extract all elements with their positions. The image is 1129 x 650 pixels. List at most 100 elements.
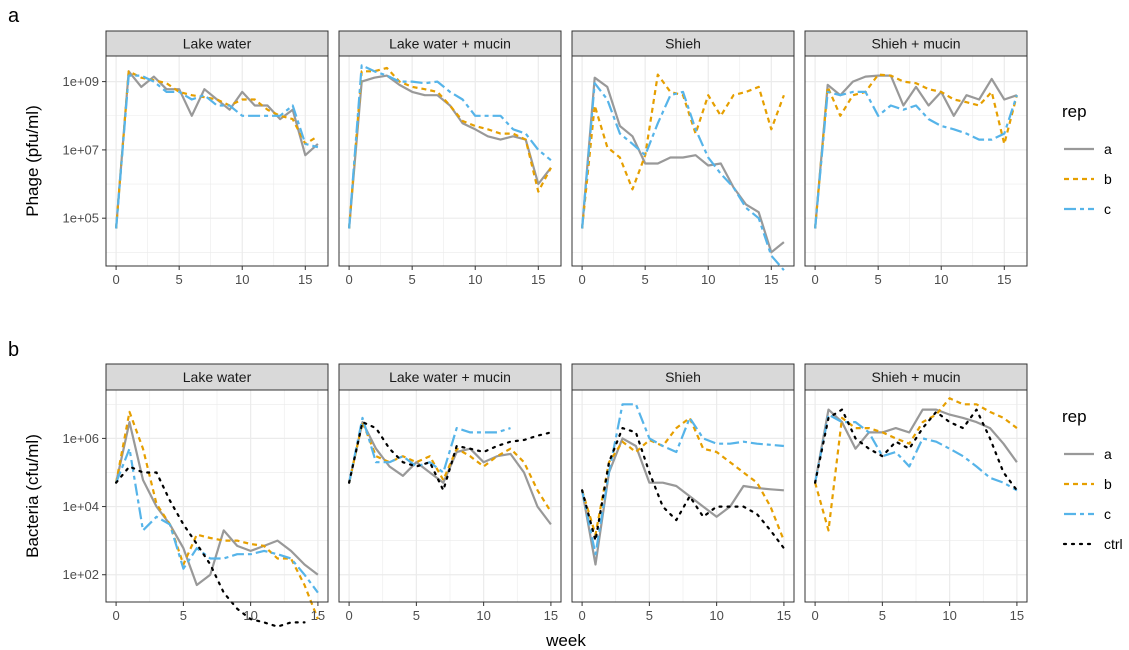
series-line-a	[348, 74, 552, 229]
series-line-ctrl	[580, 427, 786, 550]
y-tick-label: 1e+05	[62, 211, 99, 226]
facet-strip-label: Lake water + mucin	[389, 369, 511, 385]
facet-b-2: Lake water + mucin 0 5 10 15	[338, 363, 562, 623]
facet-strip	[804, 30, 1028, 57]
facet-strip-label: Shieh + mucin	[871, 369, 960, 385]
x-tick-label: 0	[112, 272, 119, 287]
plot-area	[572, 56, 794, 266]
facet-a-4: Shieh + mucin 0 5 10 15	[804, 30, 1028, 287]
facet-b-1: Lake water 0 5 10 15 1e+02 1e+04 1e+06	[62, 363, 329, 628]
panel-border	[571, 55, 795, 267]
x-tick-label: 5	[875, 272, 882, 287]
x-tick-label: 10	[942, 608, 956, 623]
x-tick-label: 15	[531, 272, 545, 287]
facet-a-3: Shieh 0 5 10 15	[571, 30, 795, 287]
x-tick-label: 5	[646, 608, 653, 623]
x-tick-label: 5	[176, 272, 183, 287]
x-tick-label: 0	[811, 272, 818, 287]
plot-area	[339, 56, 561, 266]
series-line-c	[814, 90, 1018, 229]
facet-strip	[338, 363, 562, 391]
x-tick-label: 15	[997, 272, 1011, 287]
y-axis-title: Bacteria (cfu/ml)	[23, 434, 42, 558]
y-tick-label: 1e+07	[62, 142, 99, 157]
legend-a: rep abc	[1062, 102, 1112, 217]
x-tick-label: 0	[345, 608, 352, 623]
x-tick-label: 15	[1010, 608, 1024, 623]
x-tick-label: 15	[777, 608, 791, 623]
facet-b-3: Shieh 0 5 10 15	[571, 363, 795, 623]
legend-label-a: a	[1104, 141, 1112, 157]
facet-strip-label: Shieh	[665, 369, 701, 385]
facet-strip	[105, 30, 329, 57]
facet-a-1: Lake water 0 5 10 15 1e+05 1e+07 1e+09	[62, 30, 329, 287]
legend-label-b: b	[1104, 171, 1112, 187]
gridlines	[339, 56, 561, 266]
facet-strip	[804, 363, 1028, 391]
x-tick-label: 10	[709, 608, 723, 623]
panel-border	[571, 389, 795, 603]
legend-label-c: c	[1104, 506, 1111, 522]
series-line-c	[115, 74, 319, 229]
x-tick-label: 10	[235, 272, 249, 287]
panel-tag: b	[8, 339, 19, 361]
facet-strip	[571, 30, 795, 57]
x-tick-label: 10	[934, 272, 948, 287]
y-tick-label: 1e+09	[62, 74, 99, 89]
panel-row-b: b Bacteria (cfu/ml) Lake water 0 5 10 15 1e+02 1…	[8, 339, 1123, 650]
plot-area	[805, 56, 1027, 266]
x-tick-label: 15	[764, 272, 778, 287]
facet-b-4: Shieh + mucin 0 5 10 15	[804, 363, 1028, 623]
series-line-a	[814, 74, 1018, 229]
x-tick-label: 10	[468, 272, 482, 287]
legend-label-b: b	[1104, 476, 1112, 492]
panel-border	[338, 389, 562, 603]
x-tick-label: 10	[243, 608, 257, 623]
panel-border	[804, 389, 1028, 603]
series-line-c	[115, 447, 319, 594]
series-line-a	[115, 421, 319, 587]
facet-strip-label: Shieh	[665, 36, 701, 52]
x-tick-label: 10	[476, 608, 490, 623]
series-line-b	[348, 421, 552, 513]
facet-a-2: Lake water + mucin 0 5 10 15	[338, 30, 562, 287]
series-line-a	[348, 421, 552, 526]
series-line-b	[348, 66, 552, 229]
x-tick-label: 15	[311, 608, 325, 623]
panel-row-a: a Phage (pfu/ml) Lake water 0 5 10 15 1e+05 1e+0…	[8, 5, 1112, 287]
series-line-ctrl	[114, 465, 306, 628]
panel-border	[105, 55, 329, 267]
series-line-a	[581, 437, 784, 566]
series-line-c	[348, 64, 552, 229]
plot-area	[106, 56, 328, 266]
x-axis-title: week	[545, 631, 586, 650]
x-tick-label: 5	[409, 272, 416, 287]
x-tick-label: 0	[345, 272, 352, 287]
x-tick-label: 10	[701, 272, 715, 287]
panel-border	[105, 389, 329, 603]
y-tick-label: 1e+04	[62, 499, 99, 514]
series-line-a	[581, 76, 785, 254]
x-tick-label: 5	[879, 608, 886, 623]
x-tick-label: 5	[180, 608, 187, 623]
y-tick-label: 1e+02	[62, 567, 99, 582]
panel-border	[338, 55, 562, 267]
legend-title: rep	[1062, 407, 1087, 426]
x-tick-label: 0	[811, 608, 818, 623]
facet-strip	[338, 30, 562, 57]
series-line-b	[115, 410, 319, 620]
gridlines	[106, 390, 328, 602]
x-tick-label: 5	[642, 272, 649, 287]
gridlines	[339, 390, 561, 602]
legend-label-ctrl: ctrl	[1104, 536, 1123, 552]
series-line-c	[581, 82, 785, 271]
x-tick-label: 0	[112, 608, 119, 623]
panel-tag: a	[8, 5, 20, 27]
series-line-c	[581, 403, 784, 556]
legend-label-a: a	[1104, 446, 1112, 462]
facet-strip-label: Shieh + mucin	[871, 36, 960, 52]
x-tick-label: 0	[578, 272, 585, 287]
y-tick-label: 1e+06	[62, 431, 99, 446]
x-tick-label: 15	[544, 608, 558, 623]
series-line-b	[814, 73, 1018, 229]
